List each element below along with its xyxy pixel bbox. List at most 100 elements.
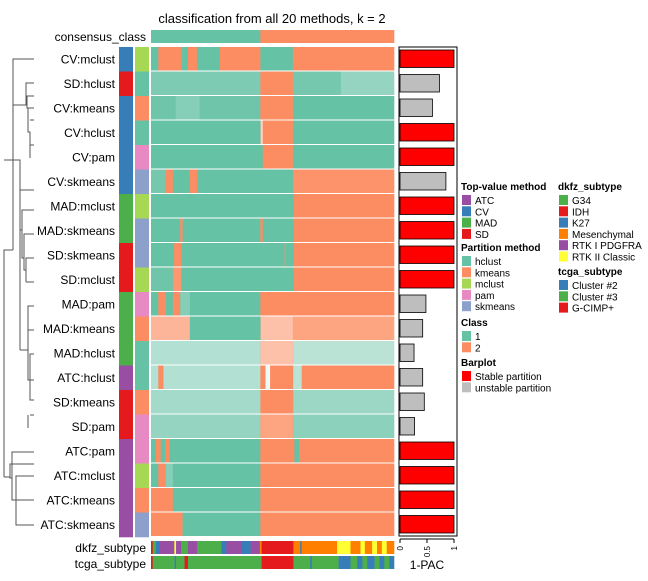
legend-item: 2 xyxy=(475,343,481,354)
heatmap-cell xyxy=(293,218,395,242)
heatmap-cell xyxy=(151,463,159,487)
dkfz-subtype-cell xyxy=(301,541,338,554)
heatmap-cell xyxy=(262,145,294,169)
dkfz-subtype-cell xyxy=(221,541,227,554)
heatmap-cell xyxy=(160,439,166,463)
top-value-cell xyxy=(119,463,133,489)
heatmap-cell xyxy=(301,365,395,389)
row-label: MAD:skmeans xyxy=(37,224,115,238)
heatmap-cell xyxy=(293,267,395,291)
legend-swatch xyxy=(462,267,471,278)
legend-title-tcga: tcga_subtype xyxy=(558,267,623,278)
top-value-cell xyxy=(119,292,133,317)
dkfz-subtype-cell xyxy=(300,541,302,554)
heatmap-cell xyxy=(151,96,176,120)
top-value-cell xyxy=(119,414,133,440)
top-value-cell xyxy=(119,341,133,366)
legend-swatch xyxy=(559,291,568,302)
heatmap-cell xyxy=(260,218,264,242)
legend-swatch xyxy=(462,331,471,341)
heatmap-cell xyxy=(292,316,395,340)
legend-item: ATC xyxy=(475,196,494,207)
legend-item: Stable partition xyxy=(475,372,542,383)
heatmap-cell xyxy=(151,292,159,316)
heatmap-cell xyxy=(292,414,395,438)
legend-swatch xyxy=(559,206,568,217)
heatmap-cell xyxy=(262,120,294,144)
heatmap-cell xyxy=(189,316,261,340)
dkfz-subtype-cell xyxy=(250,541,261,554)
heatmap-cell xyxy=(180,292,191,316)
dkfz-subtype-cell xyxy=(226,541,242,554)
partition-method-cell xyxy=(135,47,149,72)
legend-item: skmeans xyxy=(475,302,515,313)
tcga-subtype-cell xyxy=(389,556,395,569)
heatmap-cell xyxy=(292,169,395,193)
tcga-subtype-cell xyxy=(350,556,358,569)
dkfz-subtype-cell xyxy=(181,541,189,554)
legend-item: G34 xyxy=(572,196,591,207)
heatmap-cell xyxy=(165,292,174,316)
heatmap-cell xyxy=(180,218,183,242)
tcga-subtype-cell xyxy=(293,556,311,569)
heatmap-cell xyxy=(260,316,294,340)
tcga-subtype-cell xyxy=(187,556,262,569)
dkfz-subtype-cell xyxy=(337,541,351,554)
legend-title-class: Class xyxy=(461,318,488,329)
heatmap-cell xyxy=(151,145,264,169)
pac-bar xyxy=(399,490,455,509)
heatmap-cell xyxy=(293,243,395,267)
heatmap-cell xyxy=(169,439,261,463)
tcga-subtype-cell xyxy=(176,556,185,569)
partition-method-cell xyxy=(135,169,149,195)
tcga-subtype-cell xyxy=(151,556,154,569)
pac-bar xyxy=(399,221,455,240)
heatmap-cell xyxy=(189,169,198,193)
row-label: MAD:mclust xyxy=(50,199,115,213)
legend-swatch xyxy=(559,302,568,313)
row-label: SD:mclust xyxy=(60,273,115,287)
heatmap-cell xyxy=(189,292,261,316)
partition-method-cell xyxy=(135,488,149,513)
dkfz-subtype-cell xyxy=(261,541,294,554)
legend-item: IDH xyxy=(572,207,589,218)
pac-bar xyxy=(399,147,455,166)
legend-item: RTK I PDGFRA xyxy=(572,241,642,252)
heatmap-cell xyxy=(151,512,183,536)
heatmap-cell xyxy=(299,439,395,463)
legend-item: pam xyxy=(475,291,494,302)
heatmap-cell xyxy=(182,512,261,536)
legend-item: G-CIMP+ xyxy=(572,304,614,315)
partition-method-cell xyxy=(135,414,149,440)
top-value-cell xyxy=(119,488,133,513)
row-label: SD:hclust xyxy=(64,77,116,91)
dkfz-subtype-cell xyxy=(259,541,262,554)
heatmap-cell xyxy=(260,512,395,536)
heatmap-cell xyxy=(284,243,287,267)
legend-swatch xyxy=(462,382,471,393)
heatmap-cell xyxy=(262,218,295,242)
dkfz-subtype-cell xyxy=(372,541,378,554)
tcga-subtype-label: tcga_subtype xyxy=(75,557,147,571)
top-value-cell xyxy=(119,267,133,293)
dkfz-subtype-cell xyxy=(187,541,198,554)
legend-item: CV xyxy=(475,207,489,218)
partition-method-cell xyxy=(135,120,149,146)
legend-swatch xyxy=(462,195,471,205)
row-label: CV:mclust xyxy=(61,52,116,66)
heatmap-cell xyxy=(151,365,159,389)
top-value-cell xyxy=(119,47,133,72)
row-label: SD:pam xyxy=(72,420,115,434)
heatmap-cell xyxy=(260,341,294,365)
heatmap-cell xyxy=(158,47,182,71)
legend-item: RTK II Classic xyxy=(572,253,635,264)
dkfz-subtype-cell xyxy=(152,541,157,554)
top-value-cell xyxy=(119,71,133,97)
pac-bar xyxy=(399,270,455,289)
pac-bar xyxy=(399,319,424,338)
heatmap-cell xyxy=(181,47,189,71)
top-value-cell xyxy=(119,120,133,146)
heatmap-cell xyxy=(340,71,395,95)
heatmap-cell xyxy=(260,414,294,438)
partition-method-cell xyxy=(135,194,149,219)
